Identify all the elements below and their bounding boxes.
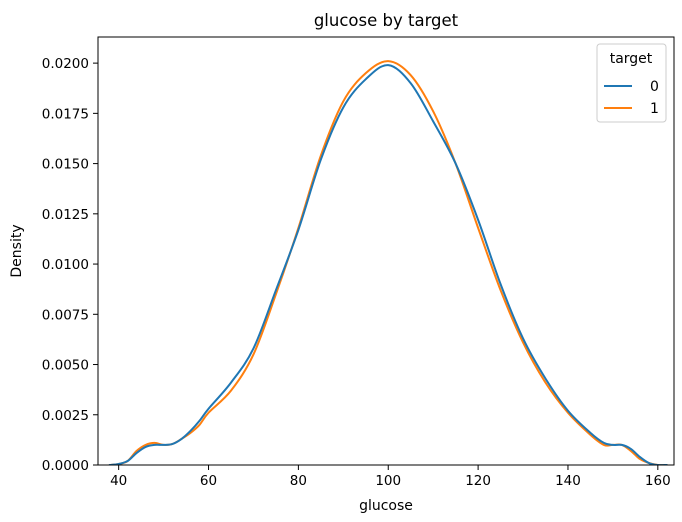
legend-title: target: [610, 51, 653, 67]
x-axis: 40 60 80 100 120 140 160: [110, 465, 671, 489]
y-tick-label: 0.0200: [42, 56, 89, 72]
x-tick-label: 60: [200, 473, 217, 489]
x-tick-label: 140: [555, 473, 581, 489]
x-tick-label: 100: [375, 473, 401, 489]
y-axis: 0.0000 0.0025 0.0050 0.0075 0.0100 0.0125 0.01…: [42, 56, 98, 474]
legend-box: [596, 43, 667, 123]
plot-area: [97, 36, 675, 466]
y-tick-label: 0.0150: [42, 157, 89, 173]
legend: target 01: [596, 43, 667, 123]
x-axis-label: glucose: [359, 498, 413, 514]
series-line-0: [108, 64, 668, 465]
y-tick-label: 0.0075: [42, 307, 89, 323]
x-tick-label: 40: [110, 473, 127, 489]
legend-entries: 01: [604, 79, 659, 117]
y-axis-label: Density: [9, 224, 25, 277]
y-tick-label: 0.0025: [42, 408, 89, 424]
x-tick-label: 120: [465, 473, 491, 489]
y-tick-label: 0.0125: [42, 207, 89, 223]
y-tick-label: 0.0175: [42, 106, 89, 122]
legend-label-0: 0: [650, 79, 659, 95]
x-tick-label: 160: [645, 473, 671, 489]
axes-frame: [97, 36, 675, 466]
y-tick-label: 0.0050: [42, 358, 89, 374]
legend-label-1: 1: [650, 101, 659, 117]
chart-title: glucose by target: [314, 11, 459, 30]
x-tick-label: 80: [290, 473, 307, 489]
y-tick-label: 0.0000: [42, 458, 89, 474]
series-group: [108, 60, 668, 465]
y-tick-label: 0.0100: [42, 257, 89, 273]
